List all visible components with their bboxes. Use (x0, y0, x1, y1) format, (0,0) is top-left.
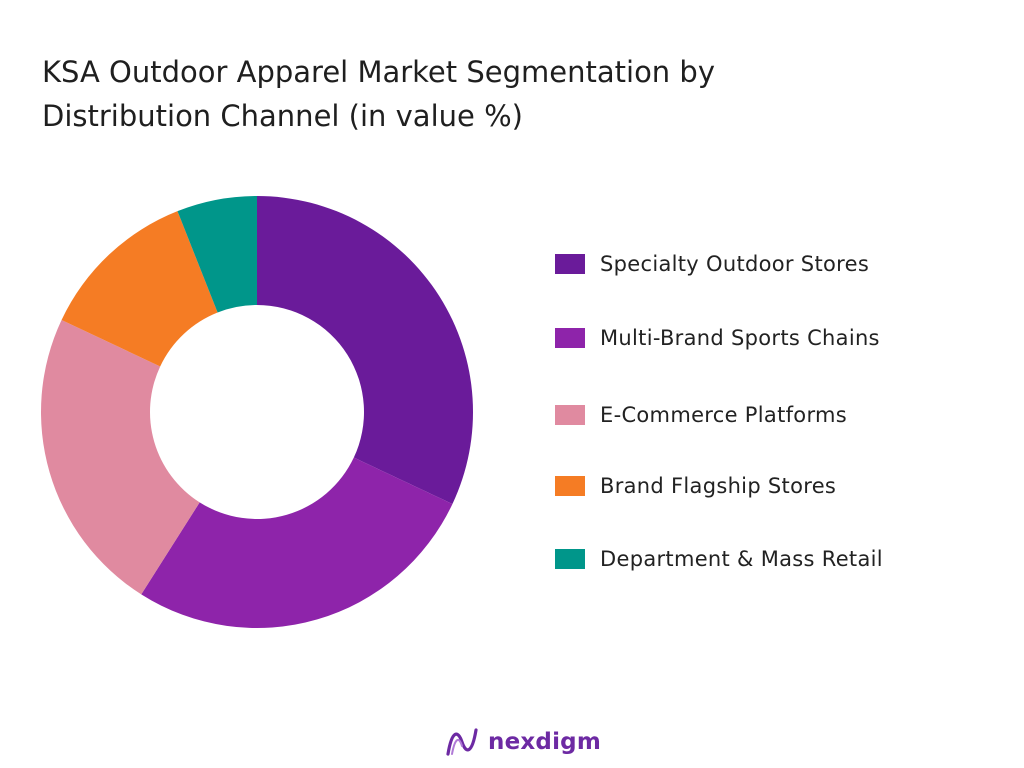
legend-swatch-4 (555, 476, 585, 496)
legend-item-5: Department & Mass Retail (555, 544, 883, 574)
chart-title-line-1: KSA Outdoor Apparel Market Segmentation … (42, 55, 715, 89)
legend-swatch-2 (555, 328, 585, 348)
chart-title: KSA Outdoor Apparel Market Segmentation … (42, 50, 942, 138)
donut-slice-5 (177, 196, 257, 313)
legend-label-1: Specialty Outdoor Stores (600, 252, 870, 276)
legend-label-2: Multi-Brand Sports Chains (600, 326, 880, 350)
legend-label-4: Brand Flagship Stores (600, 474, 837, 498)
brand-logo: nexdigm (444, 722, 601, 762)
legend-label-3: E-Commerce Platforms (600, 403, 848, 427)
donut-slice-4 (61, 211, 218, 367)
legend-item-4: Brand Flagship Stores (555, 471, 836, 501)
legend-item-3: E-Commerce Platforms (555, 400, 847, 430)
chart-title-line-2: Distribution Channel (in value %) (42, 99, 523, 133)
legend-swatch-3 (555, 405, 585, 425)
legend-item-2: Multi-Brand Sports Chains (555, 323, 880, 353)
donut-slice-1 (257, 196, 474, 504)
legend-swatch-5 (555, 549, 585, 569)
donut-slice-2 (141, 457, 453, 628)
legend-swatch-1 (555, 254, 585, 274)
legend-label-5: Department & Mass Retail (600, 547, 883, 571)
donut-slice-3 (41, 320, 200, 595)
legend-item-1: Specialty Outdoor Stores (555, 249, 869, 279)
brand-name: nexdigm (488, 729, 601, 755)
nexdigm-logo-icon (446, 728, 478, 756)
